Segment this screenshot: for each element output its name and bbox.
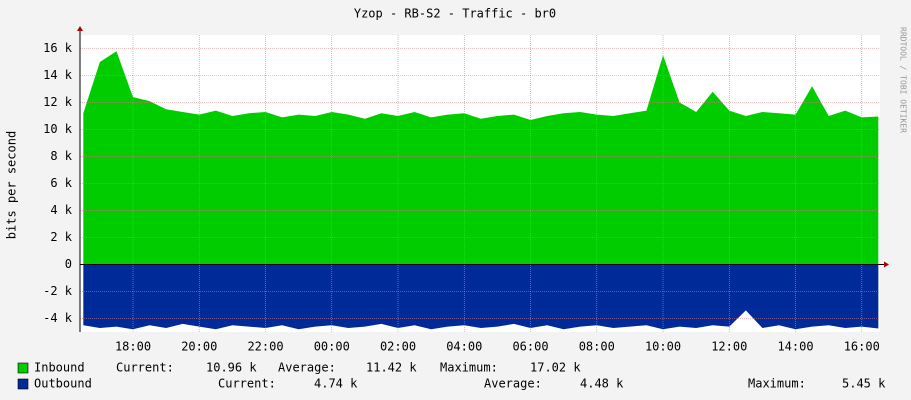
- x-tick-label: 08:00: [579, 340, 615, 354]
- x-tick-label: 10:00: [645, 340, 681, 354]
- x-tick-label: 16:00: [844, 340, 880, 354]
- legend-swatch: [17, 362, 29, 374]
- axis-arrow: [884, 261, 889, 268]
- stat-value: 10.96 k: [206, 361, 257, 375]
- y-axis-label: bits per second: [5, 131, 19, 239]
- chart-title: Yzop - RB-S2 - Traffic - br0: [354, 7, 556, 21]
- stat-label: Maximum:: [440, 361, 498, 375]
- y-tick-label: 4 k: [50, 203, 72, 217]
- y-tick-label: 0: [65, 257, 72, 271]
- x-tick-label: 22:00: [247, 340, 283, 354]
- stat-label: Average:: [278, 361, 336, 375]
- x-tick-label: 02:00: [380, 340, 416, 354]
- y-tick-label: 6 k: [50, 176, 72, 190]
- area: [83, 264, 879, 330]
- stat-value: 4.74 k: [314, 377, 358, 391]
- y-tick-label: 14 k: [43, 68, 73, 82]
- x-tick-label: 06:00: [512, 340, 548, 354]
- stat-value: 5.45 k: [842, 377, 886, 391]
- stat-value: 17.02 k: [530, 361, 581, 375]
- x-tick-label: 14:00: [777, 340, 813, 354]
- side-text: RRDTOOL / TOBI OETIKER: [899, 27, 908, 133]
- x-tick-label: 12:00: [711, 340, 747, 354]
- stat-label: Current:: [218, 377, 276, 391]
- x-tick-label: 04:00: [446, 340, 482, 354]
- x-tick-label: 20:00: [181, 340, 217, 354]
- stat-value: 4.48 k: [580, 377, 624, 391]
- x-tick-label: 18:00: [115, 340, 151, 354]
- y-tick-label: 10 k: [43, 122, 73, 136]
- stat-label: Average:: [484, 377, 542, 391]
- x-tick-label: 00:00: [314, 340, 350, 354]
- legend-label: Inbound: [34, 361, 85, 375]
- legend-swatch: [17, 378, 29, 390]
- legend-label: Outbound: [34, 377, 92, 391]
- y-tick-label: 8 k: [50, 149, 72, 163]
- y-tick-label: 2 k: [50, 230, 72, 244]
- y-tick-label: -4 k: [43, 311, 73, 325]
- stat-label: Current:: [116, 361, 174, 375]
- stat-label: Maximum:: [748, 377, 806, 391]
- y-tick-label: 12 k: [43, 95, 73, 109]
- y-tick-label: -2 k: [43, 284, 73, 298]
- area: [83, 51, 879, 265]
- y-tick-label: 16 k: [43, 41, 73, 55]
- stat-value: 11.42 k: [366, 361, 417, 375]
- axis-arrow: [77, 26, 83, 31]
